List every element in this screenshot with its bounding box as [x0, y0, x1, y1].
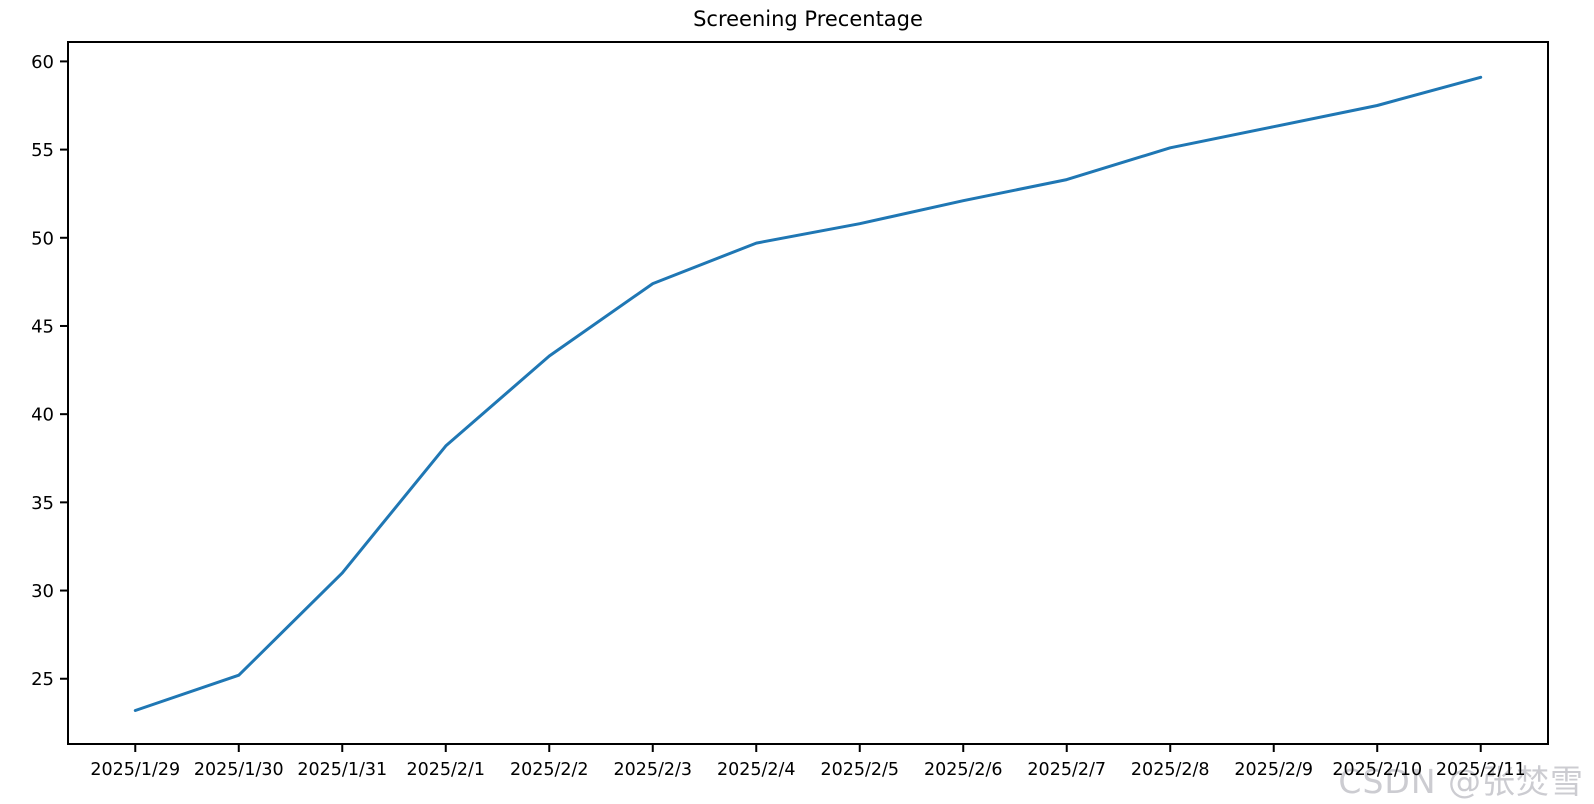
watermark-text: CSDN @张焚雪 [1338, 762, 1584, 801]
x-tick-label: 2025/2/8 [1131, 760, 1210, 780]
y-tick-label: 55 [31, 140, 54, 161]
axes-box [67, 41, 1549, 745]
x-tick-label: 2025/2/4 [717, 760, 796, 780]
y-tick-label: 45 [31, 316, 54, 337]
data-line [133, 75, 1483, 712]
x-tick-label: 2025/2/2 [510, 760, 589, 780]
x-tick-label: 2025/1/29 [90, 760, 180, 780]
x-tick-label: 2025/1/31 [297, 760, 387, 780]
x-tick-label: 2025/2/11 [1436, 760, 1526, 780]
x-tick-label: 2025/2/7 [1027, 760, 1106, 780]
x-tick-label: 2025/2/6 [924, 760, 1003, 780]
chart-title: Screening Precentage [693, 7, 923, 31]
y-tick-label: 60 [31, 52, 54, 73]
x-tick-label: 2025/2/5 [820, 760, 899, 780]
y-tick-label: 40 [31, 405, 54, 426]
x-tick-label: 2025/1/30 [194, 760, 284, 780]
x-tick-label: 2025/2/1 [406, 760, 485, 780]
x-tick-label: 2025/2/3 [613, 760, 692, 780]
y-tick-label: 25 [31, 669, 54, 690]
x-tick-label: 2025/2/10 [1332, 760, 1422, 780]
y-tick-label: 30 [31, 581, 54, 602]
x-tick-label: 2025/2/9 [1234, 760, 1313, 780]
y-tick-label: 35 [31, 493, 54, 514]
y-tick-label: 50 [31, 228, 54, 249]
